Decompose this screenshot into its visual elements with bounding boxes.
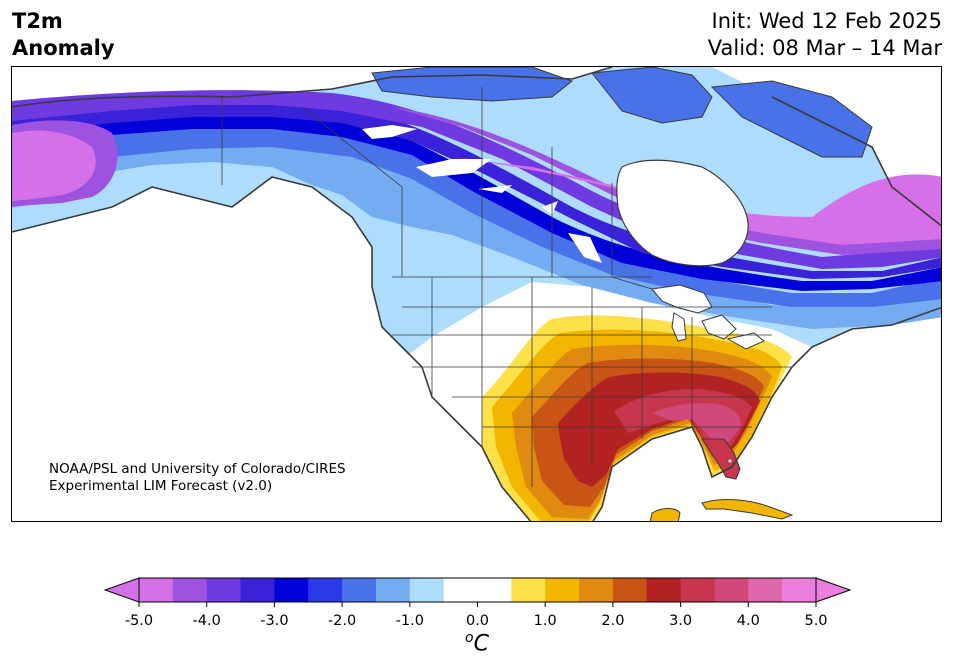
unit-base: C xyxy=(473,631,489,657)
colorbar-tick-label: -4.0 xyxy=(193,613,221,629)
unit-degree: o xyxy=(465,630,474,646)
colorbar: -5.0 -4.0 -3.0 -2.0 -1.0 0.0 1.0 2.0 3.0 4.0 5.0 xyxy=(103,577,852,629)
arctic-islands xyxy=(371,67,873,158)
band-indigo xyxy=(12,94,941,279)
unit-label: oC xyxy=(0,630,954,656)
colorbar-tick-label: 3.0 xyxy=(669,613,692,629)
colorbar-swatch xyxy=(139,578,174,602)
credit-line-1: NOAA/PSL and University of Colorado/CIRE… xyxy=(49,461,346,477)
colorbar-swatch xyxy=(443,578,478,602)
colorbar-swatch xyxy=(342,578,377,602)
valid-range: Valid: 08 Mar – 14 Mar xyxy=(707,36,942,60)
colorbar-tick-label: 4.0 xyxy=(737,613,760,629)
colorbar-swatch xyxy=(375,578,411,602)
map-title: T2m Anomaly xyxy=(12,8,115,62)
title-line-2: Anomaly xyxy=(12,36,115,60)
colorbar-swatch xyxy=(545,578,580,602)
band-blue2 xyxy=(12,103,941,307)
band-magenta-east xyxy=(452,157,941,245)
florida xyxy=(701,438,741,480)
colorbar-swatch xyxy=(308,578,343,602)
credit-line-2: Experimental LIM Forecast (v2.0) xyxy=(49,478,273,494)
colorbar-swatch xyxy=(477,578,512,602)
colorbar-arrow-max xyxy=(815,577,852,603)
colorbar-swatch xyxy=(511,578,546,602)
band-purple-alaska xyxy=(12,120,118,207)
coastline xyxy=(12,67,941,521)
colorbar-swatch xyxy=(409,578,445,602)
colorbar-tick-label: 1.0 xyxy=(534,613,557,629)
colorbar-tick-label: -5.0 xyxy=(125,613,153,629)
colorbar-swatch xyxy=(748,578,783,602)
colorbar-swatch xyxy=(579,578,614,602)
colorbar-arrow-min xyxy=(103,577,140,603)
colorbar-tick-label: -1.0 xyxy=(396,613,424,629)
credit-text: NOAA/PSL and University of Colorado/CIRE… xyxy=(49,461,346,495)
colorbar-swatch xyxy=(714,578,749,602)
hudson-bay xyxy=(616,159,749,267)
band-magenta-alaska xyxy=(12,130,96,201)
colorbar-swatch xyxy=(680,578,715,602)
cuba xyxy=(701,499,794,520)
colorbar-swatch xyxy=(240,578,275,602)
band-violet xyxy=(12,90,941,269)
colorbar-swatch xyxy=(612,578,648,602)
colorbar-swatch xyxy=(782,578,817,602)
yucatan xyxy=(649,508,681,521)
warm-rose xyxy=(652,403,741,447)
colorbar-tick-label: 0.0 xyxy=(466,613,489,629)
great-lakes xyxy=(651,284,765,350)
colorbar-tick-label: -2.0 xyxy=(328,613,356,629)
map-canvas xyxy=(12,67,941,521)
florida-spot xyxy=(727,458,733,464)
anomaly-map xyxy=(11,66,942,522)
init-date: Init: Wed 12 Feb 2025 xyxy=(711,9,942,33)
title-line-1: T2m xyxy=(12,9,63,33)
colorbar-tick-label: 2.0 xyxy=(601,613,624,629)
colorbar-swatch xyxy=(646,578,682,602)
forecast-dates: Init: Wed 12 Feb 2025 Valid: 08 Mar – 14… xyxy=(708,8,942,62)
colorbar-tick-label: -3.0 xyxy=(260,613,288,629)
borders xyxy=(221,87,792,487)
colorbar-swatch xyxy=(172,578,208,602)
band-blue1 xyxy=(12,107,941,329)
colorbar-swatch xyxy=(206,578,242,602)
colorbar-swatch xyxy=(274,578,309,602)
colorbar-tick-label: 5.0 xyxy=(804,613,827,629)
